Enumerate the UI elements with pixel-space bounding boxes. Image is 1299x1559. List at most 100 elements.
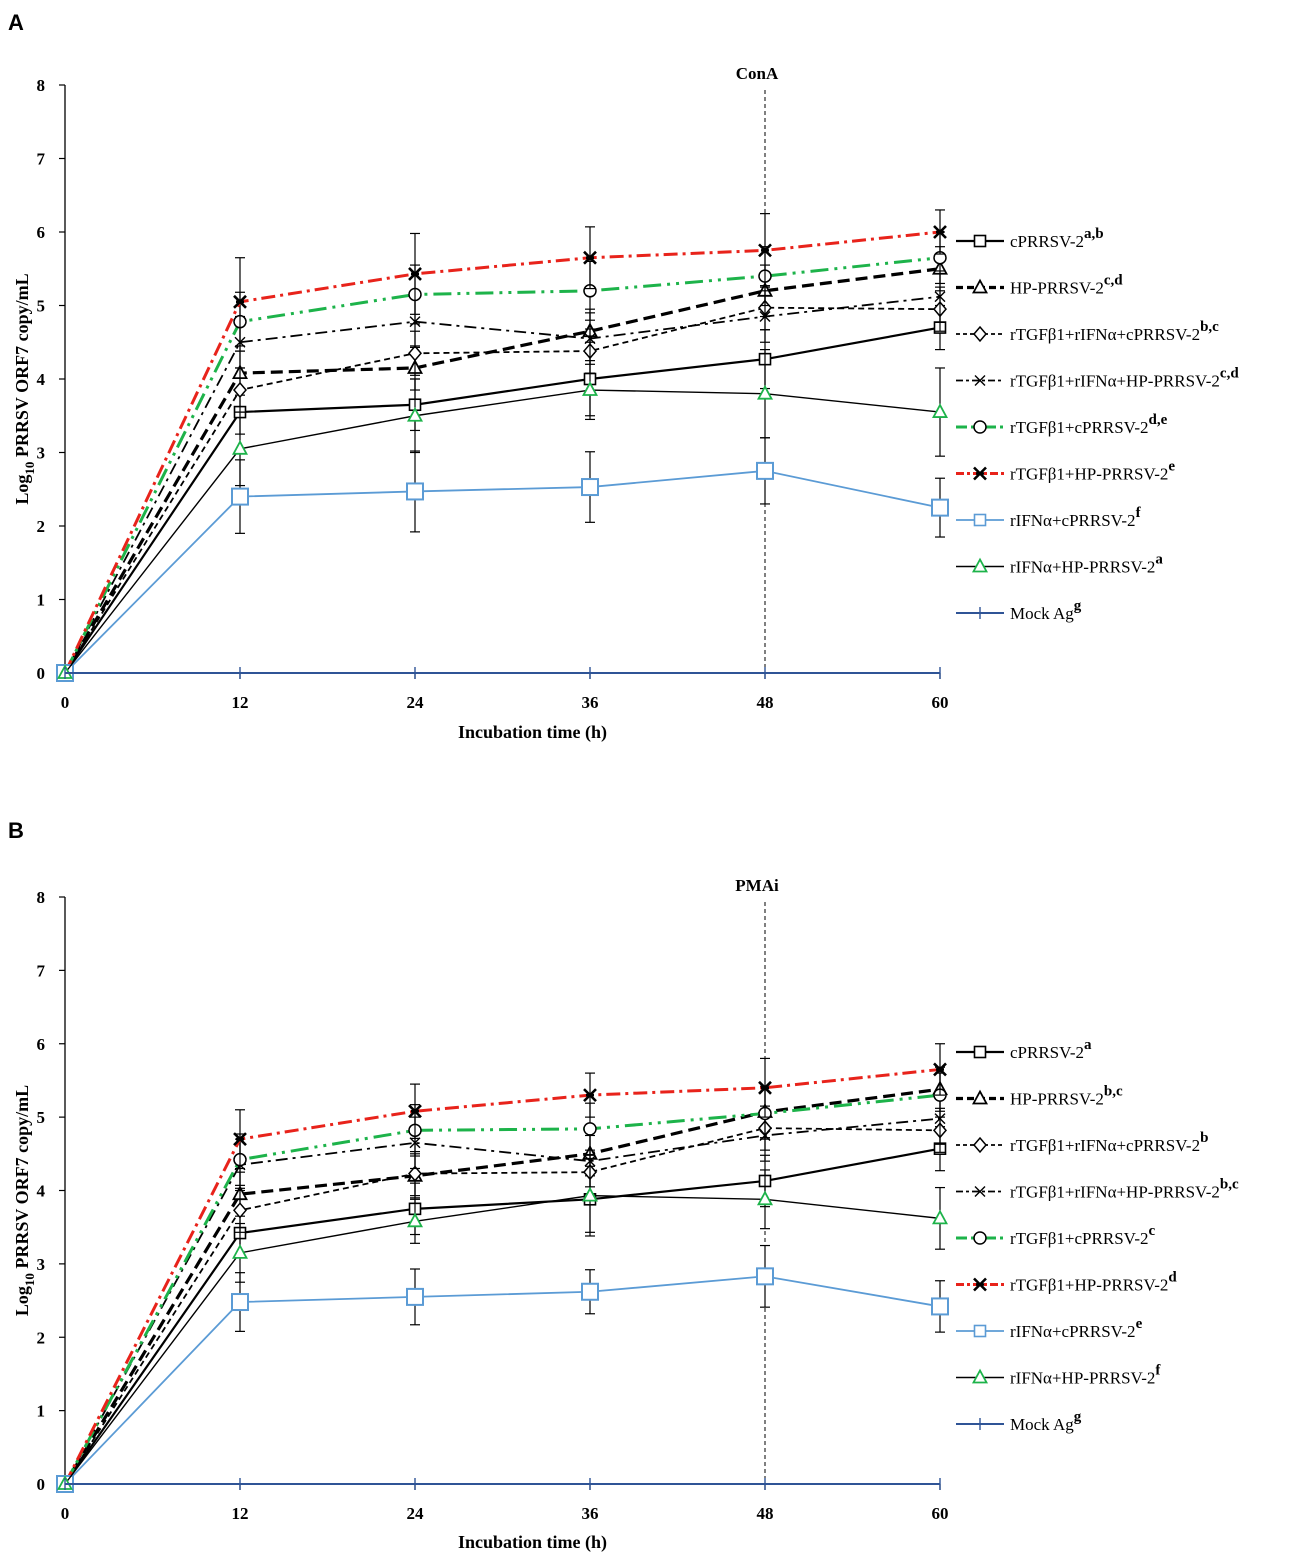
series-line	[64, 295, 941, 674]
series-line	[64, 1275, 941, 1485]
data-point	[581, 478, 599, 497]
data-point	[931, 1209, 949, 1225]
legend-item: rTGFβ1+HP-PRRSV-2d	[956, 1270, 1177, 1295]
legend-label: HP-PRRSV-2b,c	[1010, 1084, 1123, 1109]
data-point	[583, 250, 597, 265]
data-point	[756, 1190, 774, 1206]
series-6	[58, 209, 947, 680]
series-5	[58, 1072, 947, 1491]
data-point	[233, 294, 247, 309]
x-axis-title: Incubation time (h)	[458, 722, 607, 743]
y-tick-label: 0	[37, 1475, 46, 1494]
legend-item: rTGFβ1+rIFNα+HP-PRRSV-2b,c	[956, 1177, 1239, 1202]
data-point	[931, 498, 949, 517]
x-tick-label: 0	[61, 693, 70, 712]
x-tick-label: 48	[757, 693, 774, 712]
legend: cPRRSV-2a HP-PRRSV-2b,c rTGFβ1+rIFNα+cPRRS…	[956, 1037, 1239, 1434]
legend-label: rTGFβ1+rIFNα+cPRRSV-2b,c	[1010, 319, 1219, 344]
data-point	[406, 406, 424, 422]
y-tick-label: 6	[37, 1035, 46, 1054]
legend-label: rTGFβ1+rIFNα+HP-PRRSV-2c,d	[1010, 366, 1239, 391]
series-line	[63, 1093, 941, 1485]
x-tick-label: 48	[757, 1504, 774, 1523]
legend-item: cPRRSV-2a,b	[956, 226, 1104, 251]
data-point	[756, 1267, 774, 1286]
x-tick-label: 24	[407, 693, 425, 712]
treatment-label: PMAi	[735, 876, 779, 895]
y-tick-label: 2	[37, 1328, 46, 1347]
data-point	[231, 1293, 249, 1312]
data-point	[581, 1186, 599, 1202]
legend-item: rIFNα+HP-PRRSV-2f	[956, 1363, 1161, 1388]
legend-label: rTGFβ1+HP-PRRSV-2e	[1010, 459, 1175, 484]
data-point	[933, 1062, 947, 1077]
data-point	[581, 1282, 599, 1301]
series-line	[63, 230, 941, 674]
y-tick-label: 5	[37, 297, 46, 316]
data-point	[756, 461, 774, 480]
series-1	[58, 304, 947, 680]
legend-item: rIFNα+HP-PRRSV-2a	[956, 552, 1163, 577]
series-line	[63, 256, 941, 674]
legend-marker	[973, 466, 987, 481]
legend-label: rTGFβ1+cPRRSV-2c	[1010, 1223, 1156, 1248]
y-tick-label: 7	[37, 961, 46, 980]
series-line	[64, 1127, 941, 1485]
series-line	[64, 469, 941, 674]
legend-label: rIFNα+cPRRSV-2f	[1010, 505, 1142, 530]
series-line	[63, 267, 941, 674]
legend-marker	[973, 325, 987, 343]
data-point	[406, 1287, 424, 1306]
y-tick-label: 5	[37, 1108, 46, 1127]
legend-marker	[971, 278, 989, 294]
legend-marker	[973, 1324, 987, 1338]
series-line	[64, 326, 941, 674]
x-tick-label: 0	[61, 1504, 70, 1523]
series-7	[56, 437, 949, 682]
legend-item: rTGFβ1+rIFNα+HP-PRRSV-2c,d	[956, 366, 1239, 391]
y-tick-label: 1	[37, 591, 46, 610]
series-6	[58, 1043, 947, 1491]
legend-marker	[971, 1089, 989, 1105]
y-axis-title: Log10 PRRSV ORF7 copy/mL	[12, 273, 37, 504]
legend-label: rTGFβ1+cPRRSV-2d,e	[1010, 412, 1168, 437]
series-8	[56, 349, 949, 679]
series-line	[64, 389, 941, 674]
data-point	[406, 1212, 424, 1228]
legend-label: rIFNα+cPRRSV-2e	[1010, 1316, 1143, 1341]
x-axis-title: Incubation time (h)	[458, 1532, 607, 1553]
y-tick-label: 6	[37, 223, 46, 242]
data-point	[583, 1088, 597, 1103]
legend-item: rIFNα+cPRRSV-2e	[956, 1316, 1143, 1341]
series-line	[64, 1194, 941, 1485]
y-tick-label: 2	[37, 517, 46, 536]
y-tick-label: 3	[37, 444, 46, 463]
legend-label: Mock Agg	[1010, 1409, 1082, 1434]
legend-label: rTGFβ1+rIFNα+cPRRSV-2b	[1010, 1130, 1208, 1155]
y-tick-label: 3	[37, 1255, 46, 1274]
panel-letter: B	[8, 818, 24, 843]
y-tick-label: 7	[37, 150, 46, 169]
legend: cPRRSV-2a,b HP-PRRSV-2c,d rTGFβ1+rIFNα+cPR…	[956, 226, 1239, 623]
x-tick-label: 60	[932, 1504, 949, 1523]
x-tick-label: 36	[582, 693, 599, 712]
legend-item: HP-PRRSV-2b,c	[956, 1084, 1123, 1109]
legend-label: cPRRSV-2a	[1010, 1037, 1092, 1062]
data-point	[758, 1080, 772, 1095]
panel-letter: A	[8, 10, 24, 35]
legend-item: HP-PRRSV-2c,d	[956, 273, 1123, 298]
series-1	[58, 1126, 947, 1491]
legend-marker	[973, 1045, 987, 1059]
data-point	[231, 439, 249, 455]
series-line	[64, 306, 941, 674]
data-point	[233, 1132, 247, 1147]
x-tick-label: 24	[407, 1504, 425, 1523]
legend-marker	[973, 234, 987, 248]
legend-marker	[973, 513, 987, 527]
data-point	[933, 225, 947, 239]
legend-item: rTGFβ1+cPRRSV-2c	[956, 1223, 1156, 1248]
data-point	[231, 1243, 249, 1259]
legend-label: Mock Agg	[1010, 598, 1082, 623]
data-point	[756, 384, 774, 400]
